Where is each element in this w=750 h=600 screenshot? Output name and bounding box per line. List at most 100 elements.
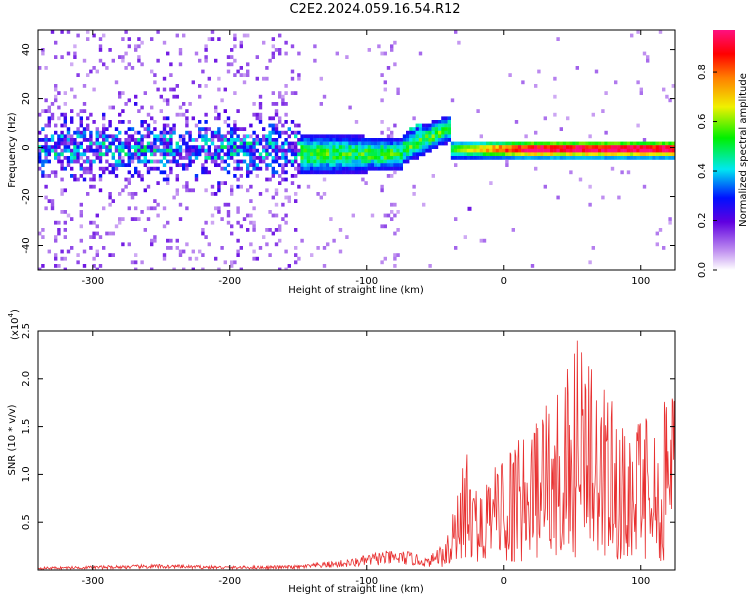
spectrogram-cell [156,134,160,139]
spectrogram-cell [153,138,157,142]
spectrogram-cell [582,148,586,153]
spectrogram-cell [57,105,61,110]
spectrogram-cell [220,159,224,164]
spectrogram-cell [73,55,77,59]
spectrogram-cell [393,152,397,157]
spectrogram-cell [166,145,170,149]
spectrogram-cell [44,138,48,142]
spectrogram-cell [393,141,397,146]
spectrogram-cell [364,148,368,153]
spectrogram-cell [313,152,317,157]
spectrogram-cell [220,156,224,160]
spectrogram-cell [450,148,455,153]
spectrogram-cell [223,166,227,171]
spectrogram-cell [671,84,675,88]
spectrogram-cell [79,123,83,128]
spectrogram-cell [175,148,179,153]
spectrogram-cell [409,152,413,157]
spectrogram-cell [146,184,151,189]
spectrogram-cell [479,156,483,160]
spectrogram-cell [201,134,205,139]
spectrogram-cell [159,141,163,146]
spectrogram-cell [476,141,480,146]
spectrogram-cell [194,51,199,56]
snr-multiplier-close: ) [10,309,21,313]
spectrogram-cell [63,267,67,270]
spectrogram-cell [338,163,343,167]
spectrogram-cell [153,166,157,171]
spectrogram-cell [134,141,138,146]
x-tick-label: -200 [218,576,241,587]
spectrogram-cell [367,152,371,157]
spectrogram-cell [156,213,160,218]
spectrogram-cell [130,260,135,265]
spectrogram-cell [70,148,74,153]
spectrogram-cell [63,188,67,193]
spectrogram-cell [79,202,83,207]
spectrogram-cell [76,159,80,164]
spectrogram-cell [76,145,80,149]
spectrogram-cell [70,120,74,124]
spectrogram-cell [310,138,314,142]
y-tick-label: 1.0 [21,466,32,482]
spectrogram-cell [569,148,573,153]
spectrogram-cell [127,62,131,67]
spectrogram-cell [326,159,330,164]
spectrogram-cell [239,148,243,153]
spectrogram-cell [265,148,269,153]
spectrogram-cell [137,130,141,135]
spectrogram-cell [646,152,650,157]
spectrogram-cell [281,166,285,171]
spectrogram-cell [556,195,560,200]
spectrogram-cell [210,130,215,135]
spectrogram-x-ticks: -300 -200 -100 0 100 [81,30,650,287]
spectrogram-cell [361,170,365,175]
spectrogram-cell [326,163,330,167]
spectrogram-cell [79,130,83,135]
spectrogram-cell [556,156,560,160]
spectrogram-cell [220,246,224,250]
spectrogram-cells [38,30,675,270]
spectrogram-cell [258,192,263,196]
spectrogram-cell [201,148,205,153]
spectrogram-cell [447,116,451,121]
spectrogram-cell [396,163,400,167]
spectrogram-cell [239,138,243,142]
spectrogram-cell [150,159,154,164]
spectrogram-cell [428,145,432,149]
spectrogram-cell [214,58,218,63]
spectrogram-cell [623,148,627,153]
spectrogram-cell [572,156,576,160]
spectrogram-cell [358,134,362,139]
y-tick-label: 2.0 [21,371,32,387]
spectrogram-cell [534,130,538,135]
spectrogram-cell [614,145,618,149]
spectrogram-cell [262,134,266,139]
spectrogram-cell [159,109,163,113]
spectrogram-cell [236,206,240,211]
spectrogram-cell [319,134,323,139]
spectrogram-cell [188,130,192,135]
spectrogram-cell [214,192,218,196]
spectrogram-cell [134,170,138,175]
spectrogram-cell [540,148,544,153]
spectrogram-cell [217,156,221,160]
spectrogram-cell [278,174,282,178]
spectrogram-cell [642,156,647,160]
spectrogram-cell [86,166,90,171]
spectrogram-cell [207,127,211,131]
spectrogram-cell [162,163,167,167]
spectrogram-cell [290,148,295,153]
spectrogram-cell [239,246,243,250]
spectrogram-cell [127,148,131,153]
spectrogram-cell [249,184,253,189]
spectrogram-cell [118,148,122,153]
spectrogram-cell [41,174,45,178]
spectrogram-cell [108,48,112,52]
spectrogram-cell [150,242,154,247]
spectrogram-cell [306,170,311,175]
y-tick-label: -40 [21,237,32,253]
spectrogram-cell [370,213,375,218]
spectrogram-cell [514,120,519,124]
spectrogram-cell [342,159,346,164]
